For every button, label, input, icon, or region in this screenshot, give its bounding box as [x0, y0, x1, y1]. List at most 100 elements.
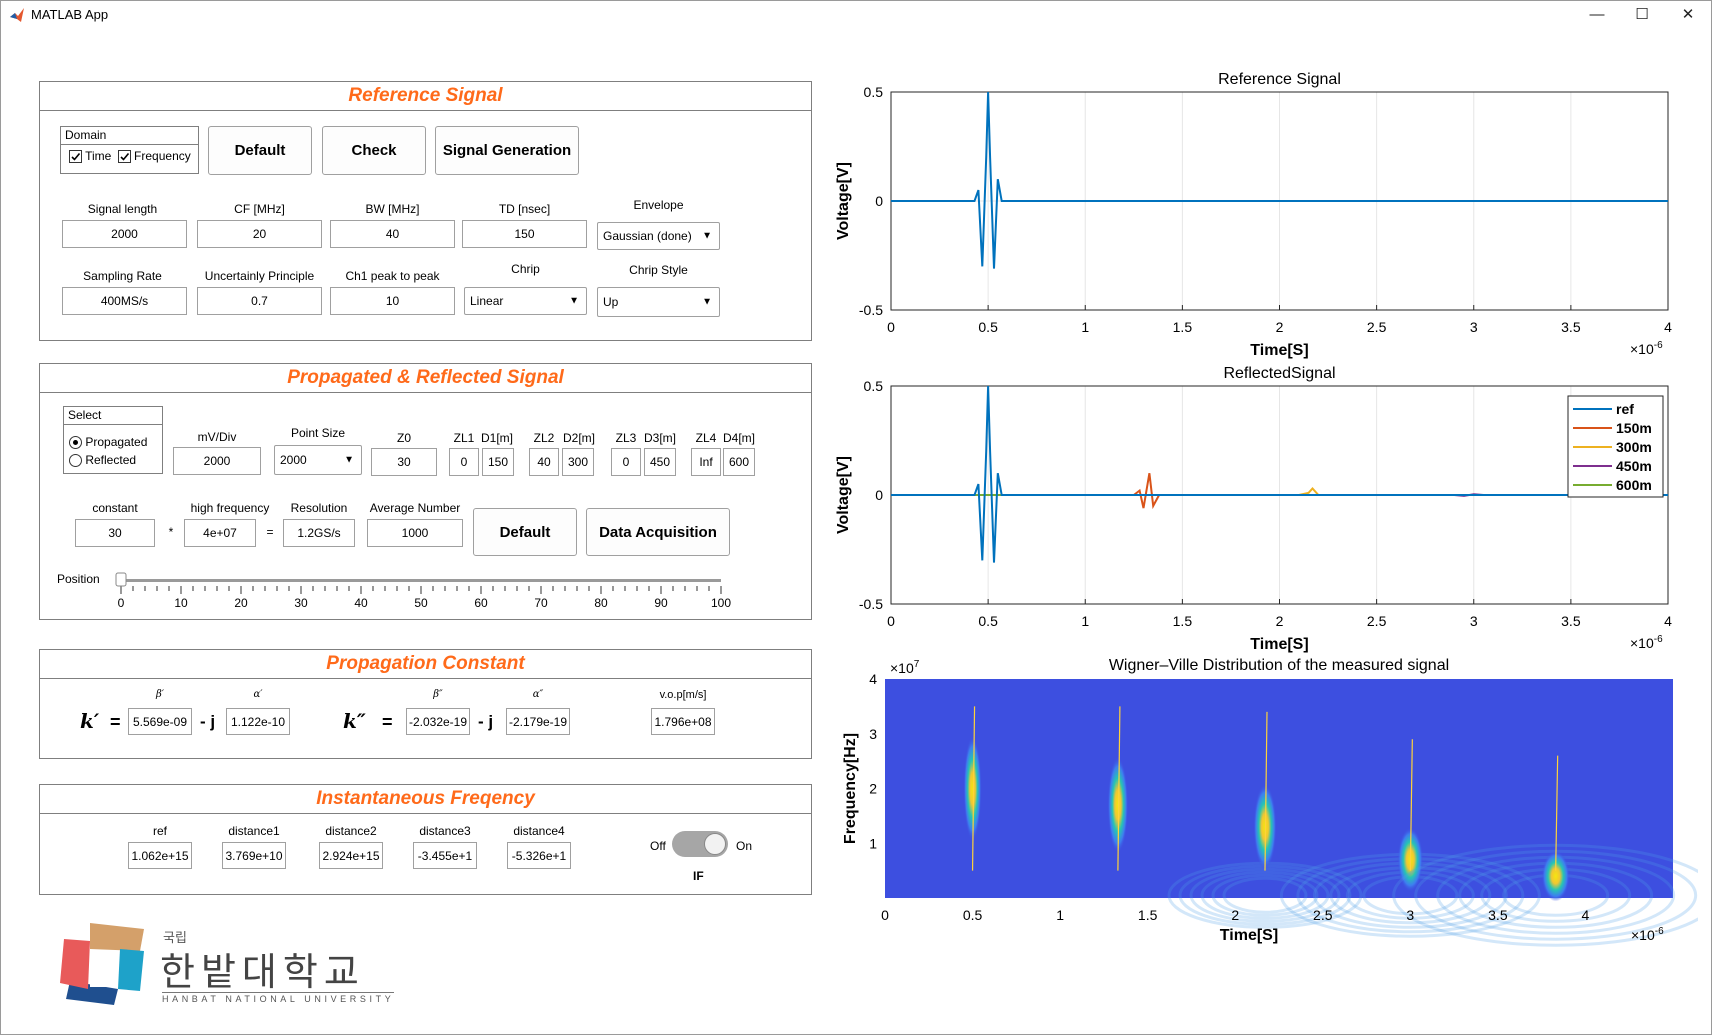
option-label: Reflected [85, 453, 137, 467]
zl1-input[interactable]: 0 [449, 448, 479, 476]
d2-input[interactable]: 300 [562, 448, 594, 476]
instantaneous-frequency-line [1555, 755, 1559, 871]
logo-main-text: 한밭대학교 [160, 950, 365, 994]
x-tick-label: 3 [1406, 907, 1414, 923]
d3-input[interactable]: 450 [644, 448, 676, 476]
exponent: -6 [1655, 926, 1664, 937]
constant-label: constant [92, 501, 138, 515]
td-input[interactable]: 150 [462, 220, 587, 248]
chart-title: Wigner–Ville Distribution of the measure… [1109, 657, 1449, 674]
zl2-input[interactable]: 40 [529, 448, 559, 476]
x-axis-label: Time[S] [1250, 342, 1308, 359]
zl4-input[interactable]: Inf [691, 448, 721, 476]
logo-mark-icon [60, 923, 144, 1005]
if-field-distance4[interactable]: -5.326e+1 [507, 842, 571, 869]
slider-tick-label: 90 [654, 596, 668, 610]
data-acquisition-button[interactable]: Data Acquisition [586, 508, 730, 556]
x-tick-label: 1.5 [1173, 319, 1193, 335]
default-button[interactable]: Default [208, 126, 312, 175]
zl1-label: ZL1 [453, 431, 475, 445]
z0-input[interactable]: 30 [371, 448, 437, 476]
x-tick-label: 0 [887, 613, 895, 629]
envelope-dropdown[interactable]: Gaussian (done) ▼ [597, 222, 720, 250]
ch1-input[interactable]: 10 [330, 287, 455, 315]
exponent: 7 [914, 659, 920, 670]
check-button[interactable]: Check [322, 126, 426, 175]
maximize-button[interactable]: ☐ [1635, 6, 1649, 23]
logo-english-text: HANBAT NATIONAL UNIVERSITY [162, 992, 395, 1004]
slider-thumb[interactable] [115, 572, 127, 587]
zl3-input[interactable]: 0 [611, 448, 641, 476]
alpha1-field[interactable]: 1.122e-10 [226, 708, 290, 735]
slider-tick-label: 30 [294, 596, 308, 610]
if-field-distance3[interactable]: -3.455e+1 [413, 842, 477, 869]
time-checkbox[interactable] [69, 150, 82, 164]
dropdown-arrow-icon: ▼ [569, 295, 579, 307]
radio-button[interactable] [69, 436, 82, 450]
beta2-field[interactable]: -2.032e-19 [406, 708, 470, 735]
bw-input[interactable]: 40 [330, 220, 455, 248]
energy-blob [1541, 850, 1570, 902]
high-frequency-input[interactable]: 4e+07 [184, 519, 256, 547]
d1-input[interactable]: 150 [482, 448, 514, 476]
radio-button[interactable] [69, 454, 82, 468]
chirp-dropdown[interactable]: Linear ▼ [464, 287, 587, 315]
x-tick-label: 2 [1276, 319, 1284, 335]
dropdown-value: 2000 [280, 453, 307, 467]
chart-title: ReflectedSignal [1223, 365, 1335, 382]
close-button[interactable]: ✕ [1681, 6, 1695, 23]
propagated-option[interactable]: Propagated [69, 433, 162, 451]
if-field-distance1[interactable]: 3.769e+10 [222, 842, 286, 869]
matlab-icon [10, 8, 24, 22]
group-title: Domain [61, 127, 198, 145]
interference-ripple [1200, 870, 1330, 920]
if-field-distance2[interactable]: 2.924e+15 [319, 842, 383, 869]
y-axis-label: Frequency[Hz] [842, 733, 859, 844]
x-tick-label: 4 [1664, 319, 1672, 335]
if-toggle-switch[interactable] [672, 831, 728, 857]
x-tick-label: 1.5 [1138, 907, 1158, 923]
signal-length-input[interactable]: 2000 [62, 220, 187, 248]
chirp-style-label: Chrip Style [629, 263, 688, 277]
default-button[interactable]: Default [473, 508, 577, 556]
slider-track[interactable] [121, 579, 721, 582]
y-tick-label: 3 [869, 726, 877, 742]
frequency-checkbox[interactable] [117, 150, 131, 164]
point-size-dropdown[interactable]: 2000 ▼ [274, 445, 362, 475]
series-line-ref [891, 385, 1668, 563]
reflected-option[interactable]: Reflected [69, 451, 162, 469]
resolution-input[interactable]: 1.2GS/s [283, 519, 355, 547]
position-slider[interactable]: 0 10 20 30 40 50 60 70 80 90 100 [115, 564, 775, 614]
x-tick-label: 0 [881, 907, 889, 923]
alpha1-label: α′ [253, 689, 263, 700]
z0-label: Z0 [396, 431, 411, 445]
sampling-rate-input[interactable]: 400MS/s [62, 287, 187, 315]
mv-div-input[interactable]: 2000 [173, 447, 261, 475]
signal-generation-button[interactable]: Signal Generation [435, 126, 579, 175]
cf-input[interactable]: 20 [197, 220, 322, 248]
legend-label: ref [1616, 401, 1634, 417]
k-double-prime-symbol: k″ [343, 709, 366, 733]
constant-input[interactable]: 30 [75, 519, 155, 547]
average-number-input[interactable]: 1000 [367, 519, 463, 547]
uncertainty-input[interactable]: 0.7 [197, 287, 322, 315]
alpha2-field[interactable]: -2.179e-19 [506, 708, 570, 735]
envelope-label: Envelope [633, 198, 684, 212]
instantaneous-frequency-panel: Instantaneous Freqency ref 1.062e+15 dis… [39, 784, 812, 895]
y-tick-label: 0.5 [864, 84, 884, 100]
if-field-ref[interactable]: 1.062e+15 [128, 842, 192, 869]
switch-knob[interactable] [704, 833, 726, 855]
window-title: MATLAB App [31, 7, 109, 22]
beta1-field[interactable]: 5.569e-09 [128, 708, 192, 735]
heatmap-background [885, 679, 1673, 898]
if-label-distance3: distance3 [419, 824, 471, 838]
vop-field[interactable]: 1.796e+08 [651, 708, 715, 735]
minimize-button[interactable]: — [1589, 6, 1605, 23]
if-label-ref: ref [152, 824, 167, 838]
y-tick-label: 4 [869, 671, 877, 687]
d4-input[interactable]: 600 [723, 448, 755, 476]
x-tick-label: 2.5 [1313, 907, 1333, 923]
chirp-style-dropdown[interactable]: Up ▼ [597, 287, 720, 317]
x-tick-label: 3 [1470, 319, 1478, 335]
